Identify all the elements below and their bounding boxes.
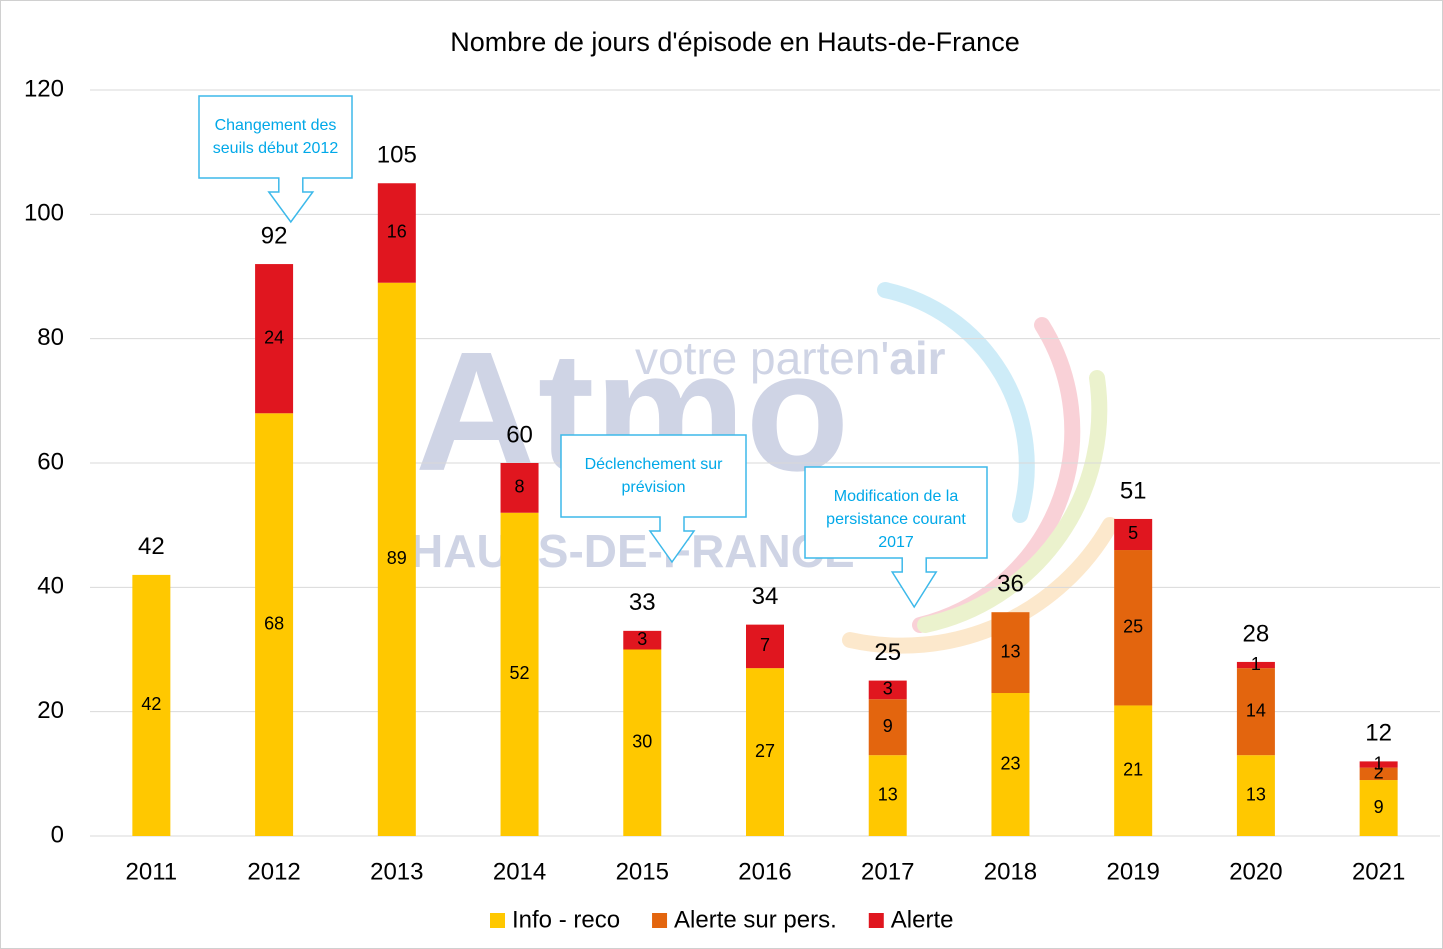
x-tick-label: 2015 xyxy=(616,858,669,885)
annotation: Déclenchement sur prévision xyxy=(584,456,723,496)
bar-segment xyxy=(500,512,539,836)
bar-segment xyxy=(1236,668,1275,756)
y-tick-label: 100 xyxy=(24,200,64,227)
x-tick-label: 2017 xyxy=(861,858,914,885)
chart-title: Nombre de jours d'épisode en Hauts-de-Fr… xyxy=(450,27,1019,57)
segment-label: 7 xyxy=(760,635,770,655)
bar-segment xyxy=(1114,705,1153,836)
legend-label: Alerte sur pers. xyxy=(674,906,837,933)
segment-label: 3 xyxy=(883,679,893,699)
x-tick-label: 2021 xyxy=(1352,858,1405,885)
segment-label: 25 xyxy=(1123,616,1143,636)
total-label: 51 xyxy=(1120,477,1147,504)
bar-segment xyxy=(746,668,784,836)
watermark-tagline: votre parten'air xyxy=(635,332,946,384)
y-tick-label: 120 xyxy=(24,75,64,102)
bar-segment xyxy=(255,413,294,836)
legend-label: Alerte xyxy=(891,906,954,933)
bar-segment xyxy=(1114,518,1153,551)
segment-label: 3 xyxy=(637,629,647,649)
segment-label: 52 xyxy=(510,663,530,683)
bar-segment xyxy=(746,624,784,669)
annotation: Changement des seuils début 2012 xyxy=(212,117,339,157)
y-tick-label: 40 xyxy=(37,573,64,600)
x-tick-label: 2013 xyxy=(370,858,423,885)
bar-segment xyxy=(255,264,294,414)
watermark-arc xyxy=(912,317,1081,633)
segment-label: 13 xyxy=(1000,641,1020,661)
total-label: 33 xyxy=(629,589,656,616)
callout xyxy=(560,434,747,564)
segment-label: 24 xyxy=(264,327,284,347)
segment-label: 21 xyxy=(1123,759,1143,779)
bar-segment xyxy=(500,463,539,513)
x-tick-label: 2012 xyxy=(247,858,300,885)
x-tick-label: 2018 xyxy=(984,858,1037,885)
total-label: 36 xyxy=(997,571,1024,598)
segment-label: 89 xyxy=(387,548,407,568)
watermark-arc xyxy=(877,282,1035,523)
total-label: 28 xyxy=(1243,620,1270,647)
segment-label: 42 xyxy=(141,694,161,714)
segment-label: 2 xyxy=(1374,763,1384,783)
total-label: 12 xyxy=(1365,720,1392,747)
bar-segment xyxy=(991,693,1030,836)
legend-swatch xyxy=(868,913,884,928)
callout xyxy=(804,466,988,609)
bar-segment xyxy=(623,649,662,836)
segment-label: 30 xyxy=(632,732,652,752)
segment-label: 9 xyxy=(1374,797,1384,817)
legend-label: Info - reco xyxy=(512,906,620,933)
x-tick-label: 2014 xyxy=(493,858,546,885)
bar-segment xyxy=(623,630,662,650)
segment-label: 23 xyxy=(1000,753,1020,773)
total-label: 105 xyxy=(377,142,417,169)
y-tick-label: 80 xyxy=(37,324,64,351)
x-tick-label: 2020 xyxy=(1229,858,1282,885)
y-tick-label: 0 xyxy=(51,821,64,848)
bar-segment xyxy=(377,183,416,283)
segment-label: 8 xyxy=(515,477,525,497)
bar-segment xyxy=(1236,755,1275,836)
segment-label: 14 xyxy=(1246,700,1266,720)
y-tick-label: 60 xyxy=(37,448,64,475)
bar-segment xyxy=(132,574,171,836)
segment-label: 16 xyxy=(387,222,407,242)
bar-segment xyxy=(1236,661,1275,669)
bar-segment xyxy=(868,699,907,756)
bar-segment xyxy=(991,612,1030,694)
bar-segment xyxy=(1359,761,1398,768)
annotation: Modification de la persistance courant 2… xyxy=(826,488,966,551)
bar-segment xyxy=(1114,550,1153,706)
segment-label: 13 xyxy=(1246,784,1266,804)
segment-label: 27 xyxy=(755,741,775,761)
legend-swatch xyxy=(652,913,668,928)
bar-segment xyxy=(868,680,907,700)
segment-label: 68 xyxy=(264,613,284,633)
legend-swatch xyxy=(490,913,505,928)
callout xyxy=(198,95,353,224)
total-label: 60 xyxy=(506,421,533,448)
x-tick-label: 2016 xyxy=(738,858,791,885)
x-tick-label: 2019 xyxy=(1106,858,1159,885)
x-tick-label: 2011 xyxy=(126,858,178,885)
bar-segment xyxy=(868,755,907,836)
bar-segment xyxy=(377,282,416,836)
watermark-arc xyxy=(917,370,1108,633)
segment-label: 1 xyxy=(1251,654,1261,674)
y-tick-label: 20 xyxy=(37,697,64,724)
total-label: 92 xyxy=(261,222,288,249)
total-label: 34 xyxy=(752,583,779,610)
total-label: 25 xyxy=(874,639,901,666)
bar-segment xyxy=(1359,780,1398,836)
total-label: 42 xyxy=(138,533,165,560)
segment-label: 9 xyxy=(883,716,893,736)
segment-label: 5 xyxy=(1128,523,1138,543)
segment-label: 1 xyxy=(1374,753,1384,773)
bar-segment xyxy=(1359,767,1398,781)
watermark-region: HAUTS-DE-FRANCE xyxy=(410,525,855,577)
segment-label: 13 xyxy=(878,784,898,804)
